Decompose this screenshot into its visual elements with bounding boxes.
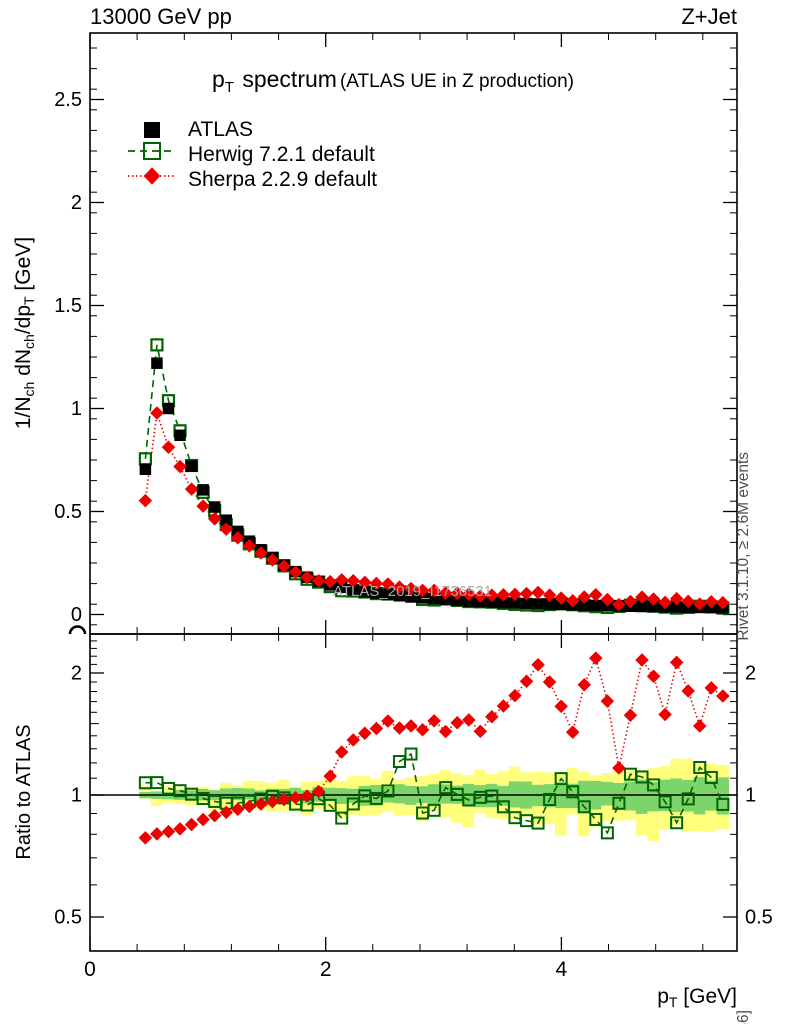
svg-text:1: 1 [71, 398, 82, 420]
svg-text:0: 0 [84, 958, 96, 981]
svg-text:4: 4 [556, 958, 568, 981]
svg-text:0.5: 0.5 [745, 907, 773, 929]
svg-text:Ratio to ATLAS: Ratio to ATLAS [13, 724, 35, 859]
svg-text:2: 2 [745, 663, 756, 685]
svg-text:ATLAS: ATLAS [188, 118, 253, 141]
svg-text:0.5: 0.5 [54, 501, 82, 523]
svg-text:mcplots.cern.ch [arXiv:1306.34: mcplots.cern.ch [arXiv:1306.3436] [735, 1010, 752, 1024]
svg-text:pT spectrum(ATLAS UE in Z prod: pT spectrum (ATLAS UE in Z production) [212, 66, 574, 96]
svg-text:ATLAS_2019_I1736531: ATLAS_2019_I1736531 [333, 583, 492, 600]
svg-text:Herwig 7.2.1 default: Herwig 7.2.1 default [188, 143, 375, 166]
svg-text:2: 2 [320, 958, 332, 981]
svg-text:Rivet 3.1.10, ≥ 2.6M events: Rivet 3.1.10, ≥ 2.6M events [735, 452, 752, 641]
svg-text:Z+Jet: Z+Jet [681, 4, 737, 29]
svg-text:1/Nch dNch/dpT [GeV]: 1/Nch dNch/dpT [GeV] [12, 237, 37, 429]
svg-text:2: 2 [71, 192, 82, 214]
svg-text:0: 0 [71, 604, 82, 626]
svg-text:1.5: 1.5 [54, 295, 82, 317]
svg-text:2: 2 [71, 663, 82, 685]
svg-text:1: 1 [745, 785, 756, 807]
svg-text:2.5: 2.5 [54, 89, 82, 111]
svg-text:1: 1 [71, 785, 82, 807]
svg-text:13000 GeV pp: 13000 GeV pp [90, 4, 232, 29]
svg-text:Sherpa 2.2.9 default: Sherpa 2.2.9 default [188, 168, 377, 191]
svg-text:0.5: 0.5 [54, 907, 82, 929]
